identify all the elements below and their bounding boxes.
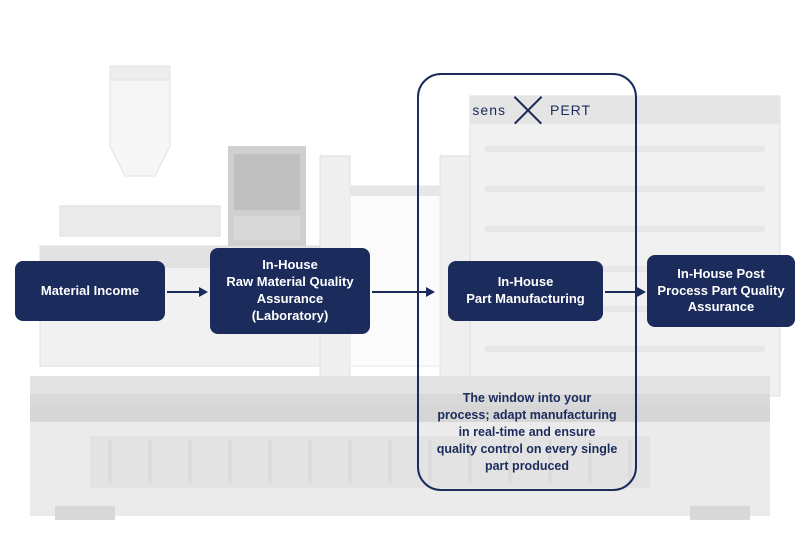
logo-right-text: PERT: [550, 102, 591, 118]
arrow-2: [372, 287, 435, 297]
box-label: Material Income: [41, 283, 139, 300]
caption-text: The window into yourprocess; adapt manuf…: [437, 391, 618, 473]
highlight-caption: The window into yourprocess; adapt manuf…: [432, 390, 622, 474]
box-label: In-House PostProcess Part QualityAssuran…: [657, 266, 784, 317]
box-material-income: Material Income: [15, 261, 165, 321]
box-label: In-HousePart Manufacturing: [466, 274, 584, 308]
arrow-3: [605, 287, 646, 297]
logo-left-text: sens: [472, 102, 506, 118]
box-label: In-HouseRaw Material QualityAssurance(La…: [226, 257, 353, 325]
sensxpert-logo: sens PERT: [483, 92, 573, 128]
arrow-1: [167, 287, 208, 297]
box-raw-qa: In-HouseRaw Material QualityAssurance(La…: [210, 248, 370, 334]
box-manufacturing: In-HousePart Manufacturing: [448, 261, 603, 321]
box-post-qa: In-House PostProcess Part QualityAssuran…: [647, 255, 795, 327]
